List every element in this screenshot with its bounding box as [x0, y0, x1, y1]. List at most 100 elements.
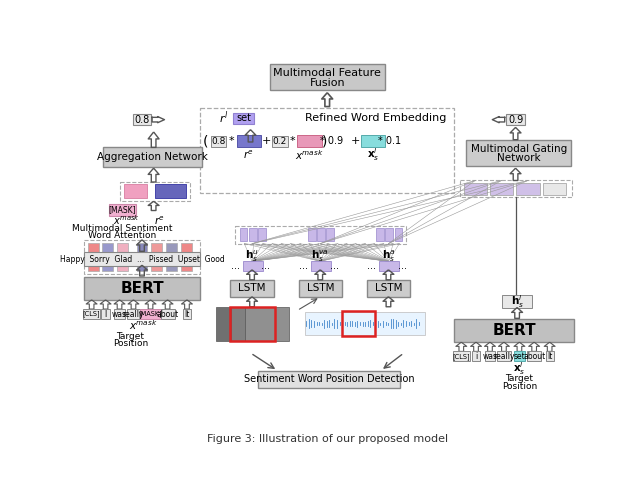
Text: $x^{mask}$: $x^{mask}$: [295, 148, 324, 162]
Text: 0.8: 0.8: [134, 115, 150, 125]
Text: 0.2: 0.2: [273, 137, 287, 146]
FancyBboxPatch shape: [514, 352, 525, 362]
Text: [CLS]: [CLS]: [83, 311, 100, 317]
FancyBboxPatch shape: [360, 135, 385, 147]
Text: +: +: [351, 136, 360, 146]
FancyBboxPatch shape: [88, 243, 99, 271]
Text: BERT: BERT: [492, 323, 536, 338]
FancyBboxPatch shape: [311, 262, 331, 271]
Text: ...: ...: [230, 261, 239, 271]
Text: ...: ...: [330, 261, 339, 271]
FancyBboxPatch shape: [155, 184, 186, 198]
Text: $r^e$: $r^e$: [243, 149, 255, 161]
FancyBboxPatch shape: [484, 352, 495, 362]
FancyBboxPatch shape: [166, 243, 177, 271]
Text: LSTM: LSTM: [238, 283, 266, 293]
Text: I: I: [104, 309, 107, 318]
Text: really: really: [493, 352, 515, 361]
FancyBboxPatch shape: [114, 309, 125, 319]
FancyBboxPatch shape: [543, 183, 566, 195]
Text: LSTM: LSTM: [307, 283, 334, 293]
FancyBboxPatch shape: [497, 352, 511, 362]
Text: Happy  Sorry  Glad  ...  Pissed  Upset  Good: Happy Sorry Glad ... Pissed Upset Good: [60, 255, 225, 264]
FancyBboxPatch shape: [326, 228, 334, 241]
FancyBboxPatch shape: [259, 371, 400, 388]
Text: $\mathbf{x}_s^l$: $\mathbf{x}_s^l$: [367, 147, 379, 163]
FancyBboxPatch shape: [452, 352, 470, 362]
FancyBboxPatch shape: [180, 243, 191, 271]
Text: $\mathbf{h}_s^{va}$: $\mathbf{h}_s^{va}$: [312, 248, 329, 264]
Text: i: i: [475, 352, 477, 361]
Text: was: was: [483, 352, 497, 361]
Text: [CLS]: [CLS]: [452, 353, 470, 360]
Text: $\mathbf{h}_s^l$: $\mathbf{h}_s^l$: [511, 293, 524, 310]
Text: * 0.9: * 0.9: [320, 136, 344, 146]
Text: 0.9: 0.9: [508, 115, 523, 125]
FancyBboxPatch shape: [237, 135, 261, 147]
FancyBboxPatch shape: [183, 309, 191, 319]
FancyBboxPatch shape: [161, 309, 175, 319]
FancyBboxPatch shape: [234, 113, 253, 124]
Text: ...: ...: [398, 261, 407, 271]
Text: really: really: [123, 309, 144, 318]
FancyBboxPatch shape: [117, 243, 128, 271]
FancyBboxPatch shape: [103, 147, 202, 167]
Text: Word Attention: Word Attention: [88, 231, 157, 240]
FancyBboxPatch shape: [463, 183, 487, 195]
FancyBboxPatch shape: [385, 228, 393, 241]
FancyBboxPatch shape: [216, 307, 259, 342]
FancyBboxPatch shape: [83, 309, 100, 319]
Text: * 0.1: * 0.1: [378, 136, 401, 146]
Text: was: was: [112, 309, 127, 318]
FancyBboxPatch shape: [259, 228, 266, 241]
FancyBboxPatch shape: [454, 319, 575, 342]
Text: $x^{mask}$: $x^{mask}$: [113, 214, 140, 227]
FancyBboxPatch shape: [298, 280, 342, 297]
FancyBboxPatch shape: [151, 243, 162, 271]
Text: ): ): [322, 134, 328, 148]
FancyBboxPatch shape: [127, 309, 140, 319]
Text: Target: Target: [116, 331, 145, 341]
Text: ...: ...: [367, 261, 376, 271]
FancyBboxPatch shape: [249, 228, 257, 241]
Text: *: *: [228, 136, 234, 146]
Text: LSTM: LSTM: [374, 283, 402, 293]
Text: ...: ...: [262, 261, 271, 271]
Text: BERT: BERT: [120, 281, 164, 296]
Text: Multimodal Feature: Multimodal Feature: [273, 68, 381, 78]
FancyBboxPatch shape: [466, 140, 572, 166]
FancyBboxPatch shape: [527, 352, 541, 362]
Text: set: set: [236, 113, 251, 123]
Text: Multimodal Gating: Multimodal Gating: [470, 144, 567, 154]
Text: $\mathbf{h}_s^a$: $\mathbf{h}_s^a$: [381, 248, 395, 264]
FancyBboxPatch shape: [472, 352, 480, 362]
FancyBboxPatch shape: [140, 309, 161, 319]
FancyBboxPatch shape: [84, 277, 200, 300]
Text: $r^l$: $r^l$: [219, 110, 228, 126]
Text: set: set: [513, 352, 525, 361]
Text: Figure 3: Illustration of our proposed model: Figure 3: Illustration of our proposed m…: [207, 434, 449, 444]
FancyBboxPatch shape: [84, 252, 200, 266]
Text: *: *: [289, 136, 295, 146]
FancyBboxPatch shape: [243, 262, 263, 271]
Text: [MASK]: [MASK]: [139, 311, 163, 317]
FancyBboxPatch shape: [546, 352, 554, 362]
Text: ...: ...: [299, 261, 308, 271]
FancyBboxPatch shape: [490, 183, 513, 195]
FancyBboxPatch shape: [132, 114, 151, 125]
Text: It: It: [547, 352, 552, 361]
FancyBboxPatch shape: [297, 135, 322, 147]
FancyBboxPatch shape: [506, 114, 525, 125]
Text: about: about: [156, 309, 179, 318]
Text: Position: Position: [502, 382, 537, 390]
Text: Aggregation Network: Aggregation Network: [97, 152, 208, 162]
FancyBboxPatch shape: [231, 307, 274, 342]
Text: $\mathbf{h}_s^u$: $\mathbf{h}_s^u$: [245, 248, 259, 264]
FancyBboxPatch shape: [270, 64, 385, 91]
Text: +: +: [261, 136, 271, 146]
Text: Target: Target: [506, 374, 533, 383]
FancyBboxPatch shape: [367, 280, 410, 297]
FancyBboxPatch shape: [502, 295, 532, 307]
Text: Fusion: Fusion: [309, 77, 345, 88]
Text: Position: Position: [113, 339, 148, 348]
